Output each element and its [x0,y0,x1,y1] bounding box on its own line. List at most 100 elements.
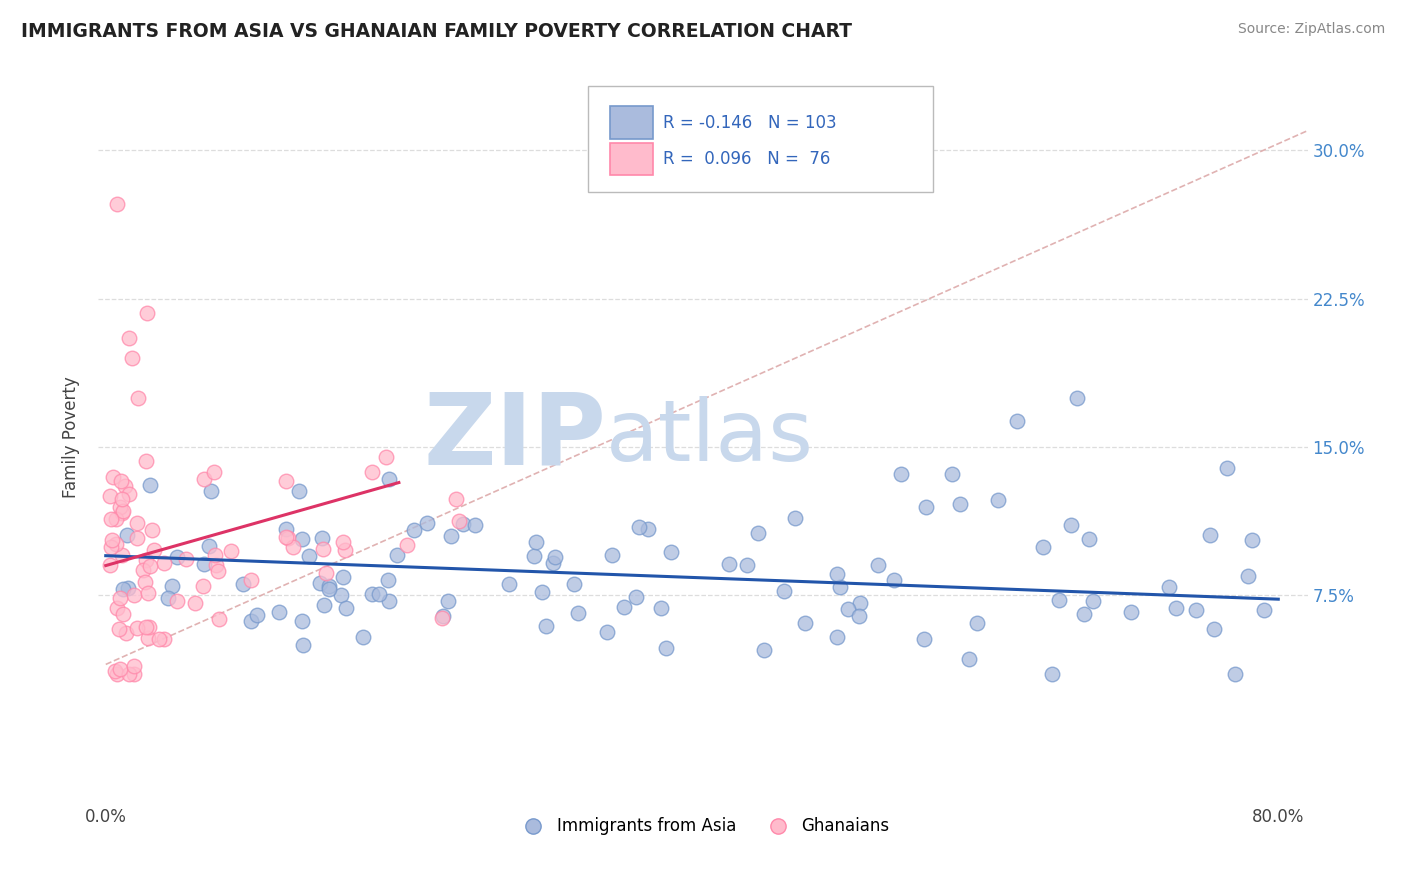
Point [108,500,131,515]
Point [949,497,972,511]
Point [117,528,139,542]
Point [987,493,1010,508]
Point [274,530,297,544]
Point [637,522,659,536]
Point [100,512,122,526]
Point [1237,568,1260,582]
Text: R = -0.146   N = 103: R = -0.146 N = 103 [664,113,837,131]
Point [1157,580,1180,594]
Point [432,611,454,625]
Point [534,619,557,633]
Point [432,609,454,624]
Point [292,638,315,652]
Point [1081,594,1104,608]
Point [1199,528,1222,542]
Text: IMMIGRANTS FROM ASIA VS GHANAIAN FAMILY POVERTY CORRELATION CHART: IMMIGRANTS FROM ASIA VS GHANAIAN FAMILY … [21,22,852,41]
Point [1216,461,1239,475]
Text: ZIP: ZIP [423,389,606,485]
Text: Source: ZipAtlas.com: Source: ZipAtlas.com [1237,22,1385,37]
Point [246,607,269,622]
Point [650,600,672,615]
Point [239,614,262,628]
Point [912,632,935,647]
Point [941,467,963,481]
Point [100,540,122,554]
Point [1241,533,1264,547]
FancyBboxPatch shape [588,86,932,192]
Point [291,533,314,547]
Point [446,491,468,506]
Point [464,518,486,533]
Point [105,601,128,615]
Point [298,549,321,563]
Point [449,514,471,528]
Point [825,566,848,581]
Point [281,540,304,554]
Point [848,608,870,623]
Point [219,543,242,558]
Point [1047,592,1070,607]
Point [139,478,162,492]
Point [957,651,980,665]
Point [318,579,340,593]
Point [111,582,134,596]
Point [1066,391,1088,405]
Point [122,588,145,602]
Point [112,607,135,622]
Point [613,599,636,614]
Point [404,524,426,538]
Point [332,534,354,549]
Point [541,556,564,570]
Point [437,593,460,607]
Point [208,612,231,626]
Point [101,469,124,483]
Point [125,621,148,635]
Point [747,526,769,541]
Point [866,558,889,572]
Point [378,593,401,607]
Point [332,569,354,583]
Point [352,630,374,644]
Point [132,563,155,577]
Point [627,520,650,534]
Point [361,587,384,601]
Point [883,573,905,587]
Point [111,504,134,518]
Point [122,659,145,673]
Point [543,549,565,564]
Point [416,516,439,530]
FancyBboxPatch shape [610,143,654,175]
Point [890,467,912,481]
Point [440,529,463,543]
Point [1164,600,1187,615]
Point [387,548,409,562]
Point [191,579,214,593]
Point [200,483,222,498]
Point [204,549,226,563]
Point [335,601,357,615]
Point [105,537,128,551]
Point [111,507,134,521]
Point [659,545,682,559]
Text: R =  0.096   N =  76: R = 0.096 N = 76 [664,150,831,168]
Point [1005,414,1028,428]
Point [828,580,851,594]
Point [108,591,131,606]
Point [127,391,149,405]
Point [531,584,554,599]
Point [966,615,988,630]
Point [166,550,188,565]
Point [135,454,157,468]
Point [291,614,314,628]
Point [117,581,139,595]
Point [1073,607,1095,622]
Point [1121,605,1143,619]
Point [1253,603,1275,617]
Point [152,556,174,570]
Point [825,631,848,645]
Point [602,548,624,562]
Point [134,575,156,590]
Point [915,500,938,514]
Point [1060,517,1083,532]
Point [276,522,298,536]
